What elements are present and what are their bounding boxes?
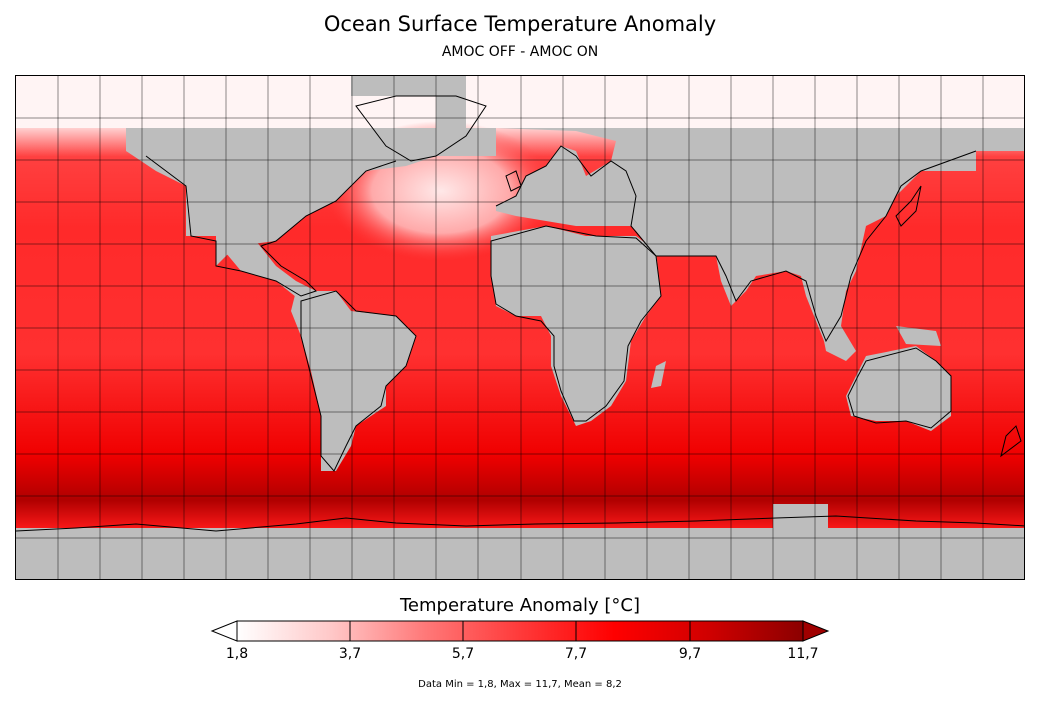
colorbar-min-arrow <box>210 620 238 642</box>
eurasia-land <box>496 128 1024 346</box>
graticule <box>16 76 1024 579</box>
antarctic-shelf-land <box>773 504 828 528</box>
south-america-coast <box>300 290 417 472</box>
colorbar-max-arrow <box>802 620 830 642</box>
colorbar-tick-label: 5,7 <box>451 646 475 662</box>
map-subtitle: AMOC OFF - AMOC ON <box>441 44 599 60</box>
colorbar-bar <box>236 620 804 642</box>
new-zealand-coast <box>1000 425 1022 458</box>
colorbar <box>210 620 830 642</box>
japan-coast <box>895 185 922 227</box>
africa-coast <box>490 225 662 422</box>
north-america-land <box>126 76 496 266</box>
colorbar-tick-label: 11,7 <box>787 646 819 662</box>
north-america-coast <box>145 155 397 297</box>
world-map <box>15 75 1025 580</box>
data-stats: Data Min = 1,8, Max = 11,7, Mean = 8,2 <box>418 679 622 690</box>
land-mask <box>126 76 1024 471</box>
greenland-coast <box>355 95 487 162</box>
eurasia-coast <box>495 145 977 343</box>
coastlines <box>16 95 1024 532</box>
africa-land <box>491 226 661 426</box>
colorbar-tick-label: 3,7 <box>338 646 362 662</box>
new-guinea-land <box>896 326 941 346</box>
central-america-land <box>216 241 316 301</box>
map-canvas <box>16 76 1024 579</box>
south-america-land <box>291 291 416 471</box>
australia-coast <box>847 347 952 429</box>
colorbar-tick-label: 7,7 <box>564 646 588 662</box>
uk-coast <box>505 170 522 192</box>
colorbar-title: Temperature Anomaly [°C] <box>399 595 641 616</box>
madagascar-land <box>651 361 666 388</box>
antarctica-coast <box>16 515 1024 532</box>
colorbar-tick-label: 1,8 <box>225 646 249 662</box>
colorbar-tick-label: 9,7 <box>678 646 702 662</box>
map-title: Ocean Surface Temperature Anomaly <box>323 12 717 36</box>
antarctica-land <box>16 528 1024 579</box>
arctic-band <box>16 76 1024 128</box>
australia-land <box>846 346 951 431</box>
